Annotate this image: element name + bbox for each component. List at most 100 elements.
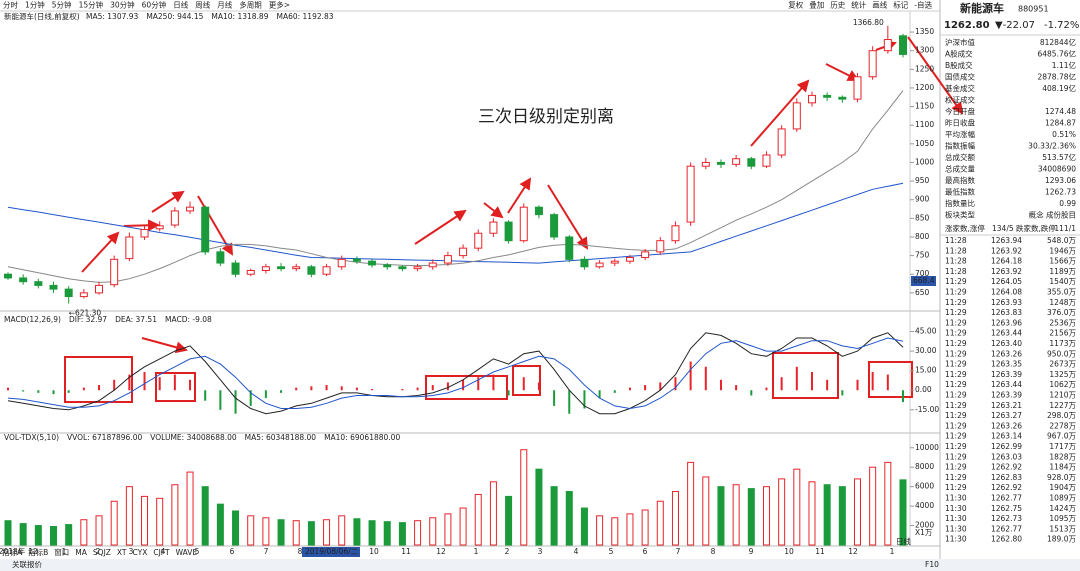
tick-volume: 1513万 [1049, 524, 1076, 533]
candle-body [853, 76, 862, 100]
breadth-text: 跌家数,跌停 [1016, 223, 1056, 233]
period-tab[interactable]: 日线 [173, 0, 188, 10]
tick-volume: 1095万 [1049, 514, 1076, 523]
period-tab[interactable]: 分时 [3, 0, 18, 10]
tick-volume: 1062万 [1049, 380, 1076, 389]
period-tab[interactable]: 1分钟 [25, 0, 45, 10]
candle-body [625, 256, 634, 262]
x-tick-label: 10 [784, 547, 794, 556]
indicator-tab[interactable]: 指标B [28, 547, 48, 557]
candle-body [777, 128, 786, 156]
period-tab[interactable]: 月线 [217, 0, 232, 10]
last-marker-box [911, 276, 936, 286]
tick-time: 11:30 [945, 494, 967, 503]
stat-label: 权证成交 [945, 95, 975, 105]
candle-body [504, 221, 513, 242]
volume-bar [156, 497, 164, 546]
tool-button[interactable]: 复权 [788, 0, 803, 10]
indicator-tab[interactable]: 窗口 [54, 547, 69, 557]
quote-pct: -1.72% [1044, 20, 1079, 31]
period-tab[interactable]: 更多> [269, 0, 290, 10]
tick-price: 1263.26 [991, 421, 1022, 430]
x-tick-label: 9 [749, 547, 754, 556]
indicator-tab[interactable]: CYX [133, 548, 148, 557]
quote-price: 1262.80 [944, 20, 990, 31]
candle-body [807, 94, 816, 104]
tick-time: 11:29 [945, 483, 967, 492]
volume-bar [186, 471, 194, 546]
annotation-arrows [81, 36, 964, 354]
volume-bar [4, 520, 12, 546]
tick-volume: 1210万 [1049, 391, 1076, 400]
indicator-tab[interactable]: SQJZ [93, 548, 111, 557]
tick-volume: 1946万 [1049, 246, 1076, 255]
period-tab[interactable]: 60分钟 [142, 0, 167, 10]
tool-button[interactable]: 画线 [872, 0, 887, 10]
indicator-tab[interactable]: MA [75, 548, 87, 557]
tick-price: 1262.99 [991, 442, 1022, 451]
tick-price: 1263.92 [991, 246, 1022, 255]
tick-time: 11:29 [945, 452, 967, 461]
tick-time: 11:29 [945, 370, 967, 379]
candle-body [595, 262, 604, 268]
tick-time: 11:29 [945, 463, 967, 472]
period-tab[interactable]: 15分钟 [79, 0, 104, 10]
indicator-tab[interactable]: CJFT [153, 548, 170, 557]
candle-body [110, 258, 119, 286]
candle-body [519, 206, 528, 242]
period-tab[interactable]: 30分钟 [110, 0, 135, 10]
tick-price: 1262.92 [991, 463, 1022, 472]
x-tick-label: 8 [711, 547, 716, 556]
candle-body [231, 262, 240, 275]
candle-body [671, 225, 680, 242]
f10-button[interactable]: F10 [925, 560, 939, 569]
y-tick-label: 1000 [915, 157, 934, 166]
volume-bar [414, 520, 422, 546]
tool-button[interactable]: 历史 [830, 0, 845, 10]
indicator-tab[interactable]: 指标A [2, 547, 23, 557]
candle-body [474, 232, 483, 249]
tick-time: 11:29 [945, 421, 967, 430]
cursor-date: 2019/08/06/二 [305, 547, 359, 556]
period-tab[interactable]: 5分钟 [52, 0, 72, 10]
x-tick-label: 6 [643, 547, 648, 556]
tick-price: 1263.94 [991, 236, 1022, 245]
tick-time: 11:29 [945, 391, 967, 400]
x-tick-label: 12 [28, 547, 38, 556]
indicator-tab[interactable]: XT [117, 548, 127, 557]
stat-label: 基金成交 [945, 83, 975, 93]
tick-time: 11:28 [945, 246, 967, 255]
arrow [825, 63, 860, 81]
volume-bar [95, 515, 103, 546]
volume-bar [34, 525, 42, 546]
candle-body [701, 161, 710, 167]
y-tick-label: 6000 [915, 482, 934, 491]
tool-button[interactable]: 叠加 [809, 0, 824, 10]
candle-body [368, 260, 377, 266]
volume-bar [444, 513, 452, 546]
candle-body [95, 284, 104, 294]
stat-value: 1.11亿 [1052, 60, 1077, 70]
y-tick-label: -15.00 [915, 405, 939, 414]
period-tab[interactable]: 多周期 [239, 0, 262, 10]
indicator-tab[interactable]: WAVE [176, 548, 198, 557]
tool-button[interactable]: -自选 [914, 0, 932, 10]
volume-bar [459, 507, 467, 546]
arrow [123, 219, 160, 232]
tool-button[interactable]: 标记 [893, 0, 908, 10]
volume-bar [368, 520, 376, 546]
stat-label: 今日开盘 [945, 106, 975, 116]
candle-body [125, 236, 134, 260]
volume-bar [899, 479, 907, 546]
candle-body [261, 266, 270, 272]
volume-bar [429, 517, 437, 546]
tick-price: 1262.77 [991, 494, 1022, 503]
tick-volume: 189.0万 [1047, 535, 1076, 544]
period-tab[interactable]: 周线 [195, 0, 210, 10]
tick-volume: 1173万 [1049, 339, 1076, 348]
y-tick-label: 1200 [915, 83, 934, 92]
stat-value: 1262.73 [1045, 188, 1076, 197]
candle-body [170, 210, 179, 226]
tool-button[interactable]: 统计 [851, 0, 866, 10]
